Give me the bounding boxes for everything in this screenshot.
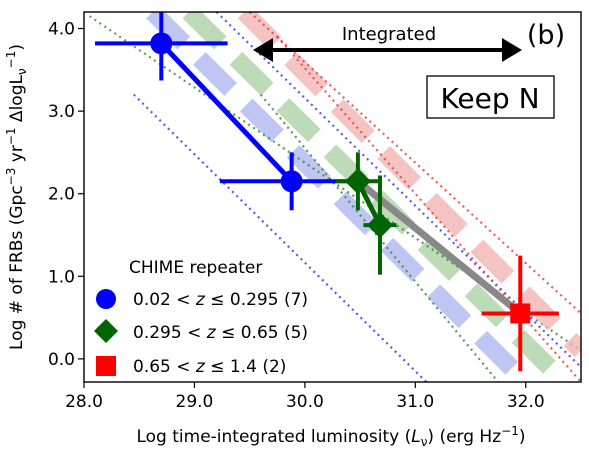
legend-marker-blue-circle <box>96 289 116 309</box>
axis-ticks: 28.0 29.0 30.0 31.0 32.0 0.0 1.0 2.0 3.0 4.0 <box>48 20 545 412</box>
data-point-1-0 <box>344 168 371 195</box>
legend-label-3: 0.65 < z ≤ 1.4 (2) <box>133 357 286 377</box>
y-tick-label-4: 4.0 <box>48 20 75 40</box>
legend-label-1: 0.02 < z ≤ 0.295 (7) <box>133 290 308 310</box>
keep-n-label: Keep N <box>440 82 539 115</box>
legend-marker-green-diamond <box>94 319 118 343</box>
integrated-arrow <box>253 38 522 62</box>
data-point-0-0 <box>150 32 173 55</box>
data-series <box>95 12 559 372</box>
grey-connector-line <box>355 178 523 317</box>
model-band-dotted-0-upper <box>215 12 581 368</box>
x-axis-label: Log time-integrated luminosity (Lν) (erg… <box>136 424 525 449</box>
model-band-dotted-2-upper <box>248 12 581 315</box>
series-line-0 <box>159 41 294 184</box>
model-band-dotted-2-lower <box>276 36 581 382</box>
x-tick-label-0: 28.0 <box>65 392 103 412</box>
x-tick-label-1: 29.0 <box>176 392 214 412</box>
x-tick-label-3: 31.0 <box>396 392 434 412</box>
model-band-dashed-2 <box>237 12 581 357</box>
legend-title: CHIME repeater <box>129 258 262 278</box>
model-band-dotted-0-lower <box>132 93 428 382</box>
legend-marker-red-square <box>96 356 116 376</box>
integrated-label: Integrated <box>342 24 436 45</box>
y-tick-label-2: 2.0 <box>48 185 75 205</box>
keep-n-box <box>426 75 555 119</box>
model-band-dashed-1 <box>182 12 571 382</box>
y-axis-label: Log # of FRBs (Gpc−3 yr−1 ΔlogLν−1) <box>4 44 29 350</box>
plot-frame <box>83 11 582 383</box>
data-point-1-1 <box>366 212 393 239</box>
data-point-2-0 <box>510 303 531 324</box>
legend-label-2: 0.295 < z ≤ 0.65 (5) <box>133 323 308 343</box>
y-tick-label-3: 3.0 <box>48 102 75 122</box>
y-tick-label-1: 1.0 <box>48 267 75 287</box>
legend: CHIME repeater 0.02 < z ≤ 0.295 (7) 0.29… <box>94 258 308 377</box>
model-band-dashed-0 <box>146 12 533 382</box>
x-tick-label-2: 30.0 <box>286 392 324 412</box>
x-tick-label-4: 32.0 <box>507 392 545 412</box>
y-tick-label-0: 0.0 <box>48 350 75 370</box>
data-point-0-1 <box>280 170 303 193</box>
panel-label: (b) <box>527 20 565 51</box>
